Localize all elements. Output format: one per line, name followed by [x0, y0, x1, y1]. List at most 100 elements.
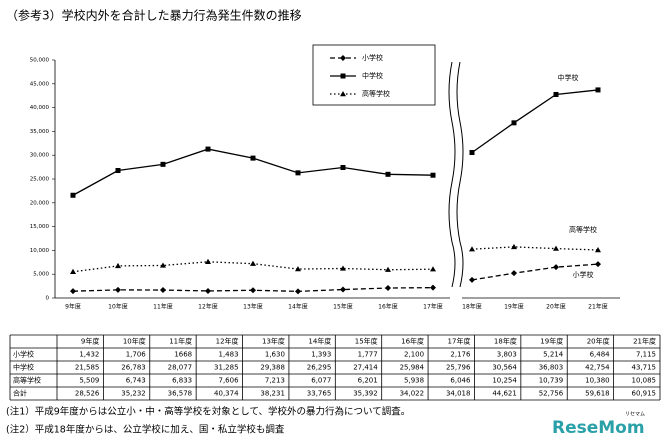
marker [70, 192, 76, 198]
legend-label: 小学校 [362, 53, 383, 62]
x-tick-label: 10年度 [108, 303, 128, 311]
table-cell: 26,783 [121, 364, 146, 372]
series-label: 中学校 [558, 73, 579, 82]
table-cell: 7,606 [218, 377, 239, 385]
marker [295, 170, 301, 176]
marker [205, 258, 211, 264]
table-cell: 6,833 [172, 377, 192, 385]
marker [70, 268, 76, 274]
table-header: 18年度 [494, 337, 517, 346]
y-tick-label: 10,000 [30, 248, 50, 254]
table-cell: 26,295 [307, 364, 332, 372]
legend-label: 中学校 [362, 71, 383, 80]
logo: ReseMom [552, 418, 645, 438]
table-cell: 29,388 [260, 364, 285, 372]
table-cell: 10,254 [492, 377, 517, 385]
table-cell: 34,018 [446, 390, 471, 398]
table-cell: 6,743 [126, 377, 146, 385]
marker [469, 276, 475, 283]
legend-box [312, 44, 436, 106]
table-cell: 7,115 [636, 351, 656, 359]
marker [250, 155, 256, 161]
x-tick-label: 21年度 [588, 303, 608, 311]
marker [160, 287, 166, 294]
y-tick-label: 45,000 [30, 81, 50, 87]
table-cell: 2,100 [404, 351, 424, 359]
table-row-label: 高等学校 [13, 376, 41, 385]
x-tick-label: 15年度 [333, 303, 353, 311]
table-cell: 31,285 [214, 364, 239, 372]
table-cell: 43,715 [632, 364, 657, 372]
table-cell: 42,754 [585, 364, 610, 372]
marker [340, 265, 346, 271]
marker [469, 246, 475, 252]
marker [160, 262, 166, 268]
table-row-label: 小学校 [13, 350, 34, 359]
table-cell: 6,484 [590, 351, 611, 359]
table-cell: 5,214 [543, 351, 564, 359]
x-tick-label: 20年度 [546, 303, 566, 311]
table-cell: 38,231 [260, 390, 285, 398]
marker [115, 168, 121, 174]
marker [511, 120, 517, 126]
y-tick-label: 35,000 [30, 129, 50, 135]
data-table: 9年度 10年度 11年度 12年度 13年度 14年度 15年度 16年度 17年度 18年度 1… [9, 334, 661, 401]
y-tick-label: 20,000 [30, 200, 50, 206]
table-cell: 21,585 [75, 364, 100, 372]
table-cell: 1668 [174, 351, 192, 359]
table-cell: 1,777 [358, 351, 378, 359]
table-cell: 25,796 [446, 364, 471, 372]
x-tick-label: 16年度 [378, 303, 398, 311]
table-header: 10年度 [123, 337, 146, 346]
table-cell: 60,915 [632, 390, 657, 398]
table-cell: 5,509 [79, 377, 99, 385]
table-cell: 1,483 [218, 351, 238, 359]
table-header: 15年度 [355, 337, 378, 346]
table-header: 20年度 [587, 337, 610, 346]
marker [340, 165, 346, 171]
table-cell: 59,618 [585, 390, 610, 398]
table-cell: 25,984 [400, 364, 425, 372]
series-line [471, 263, 599, 281]
table-header: 9年度 [81, 337, 99, 346]
table-header: 16年度 [401, 337, 424, 346]
logo-sub: リセマム [625, 412, 645, 418]
x-tick-label: 12年度 [198, 303, 218, 311]
marker [340, 55, 346, 61]
table-cell: 1,630 [265, 351, 285, 359]
marker [385, 285, 391, 292]
x-tick-label: 18年度 [462, 303, 482, 311]
marker [553, 264, 559, 271]
marker [385, 266, 391, 272]
y-tick-label: 30,000 [30, 153, 50, 159]
marker [295, 266, 301, 272]
table-cell: 28,077 [168, 364, 193, 372]
table-header: 14年度 [308, 337, 331, 346]
table-header: 11年度 [169, 337, 192, 346]
axis-break [448, 61, 464, 288]
x-tick-label: 19年度 [504, 303, 524, 311]
table-header: 17年度 [448, 337, 471, 346]
y-tick-label: 25,000 [30, 177, 50, 183]
marker [553, 91, 559, 97]
table-cell: 40,374 [214, 390, 239, 398]
table-cell: 6,201 [358, 377, 378, 385]
table-cell: 10,380 [585, 377, 610, 385]
table-cell: 52,756 [539, 390, 564, 398]
marker [385, 171, 391, 177]
y-tick-label: 5,000 [33, 272, 49, 278]
marker [595, 87, 601, 93]
marker [115, 286, 121, 293]
marker [511, 270, 517, 277]
table-cell: 2,176 [450, 351, 471, 359]
marker [295, 288, 301, 295]
y-tick-label: 15,000 [30, 224, 50, 230]
table-cell: 1,393 [311, 351, 331, 359]
x-tick-label: 9年度 [65, 303, 81, 311]
table-cell: 7,213 [265, 377, 285, 385]
table-cell: 10,085 [632, 377, 657, 385]
table-cell: 27,414 [353, 364, 378, 372]
table-cell: 30,564 [492, 364, 517, 372]
y-tick-label: 50,000 [30, 58, 50, 64]
